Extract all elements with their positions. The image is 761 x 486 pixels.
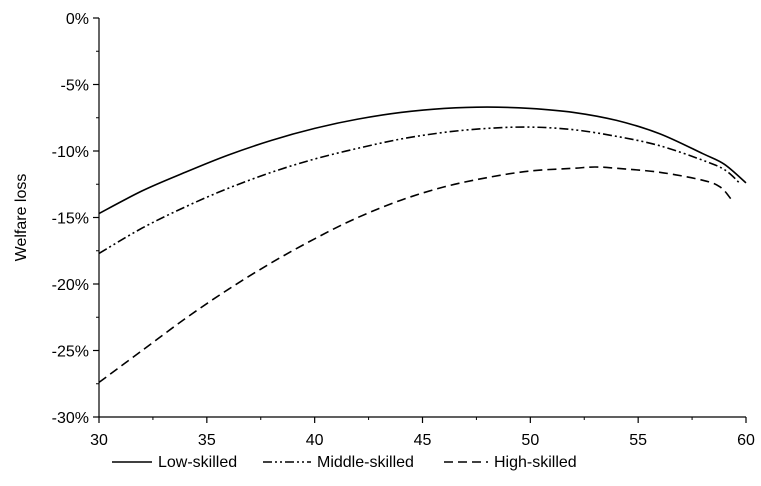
legend-label: High-skilled [494, 454, 577, 471]
series-line-low-skilled [98, 106, 747, 215]
series-line-middle-skilled [98, 126, 741, 255]
y-tick-label: -20% [52, 277, 89, 294]
legend: Low-skilled Middle-skilled High-skilled [112, 454, 577, 471]
x-tick-label: 60 [737, 432, 755, 449]
series-line-high-skilled [98, 166, 732, 384]
series-layer [98, 106, 747, 384]
x-tick-label: 45 [414, 432, 432, 449]
x-tick-label: 40 [306, 432, 324, 449]
x-tick-label: 30 [90, 432, 108, 449]
x-axis-ticks: 30 35 40 45 50 55 60 [90, 417, 755, 449]
legend-label: Low-skilled [158, 454, 237, 471]
x-tick-label: 35 [198, 432, 216, 449]
legend-label: Middle-skilled [317, 454, 414, 471]
y-tick-label: -25% [52, 344, 89, 361]
y-tick-label: 0% [66, 11, 89, 28]
y-tick-label: -30% [52, 410, 89, 427]
x-tick-label: 55 [629, 432, 647, 449]
y-axis-title: Welfare loss [13, 174, 30, 262]
y-tick-label: -5% [61, 78, 89, 95]
y-tick-label: -10% [52, 144, 89, 161]
y-tick-label: -15% [52, 211, 89, 228]
x-tick-label: 50 [521, 432, 539, 449]
y-axis-ticks: 0% -5% -10% -15% -20% -25% -30% [52, 11, 99, 427]
